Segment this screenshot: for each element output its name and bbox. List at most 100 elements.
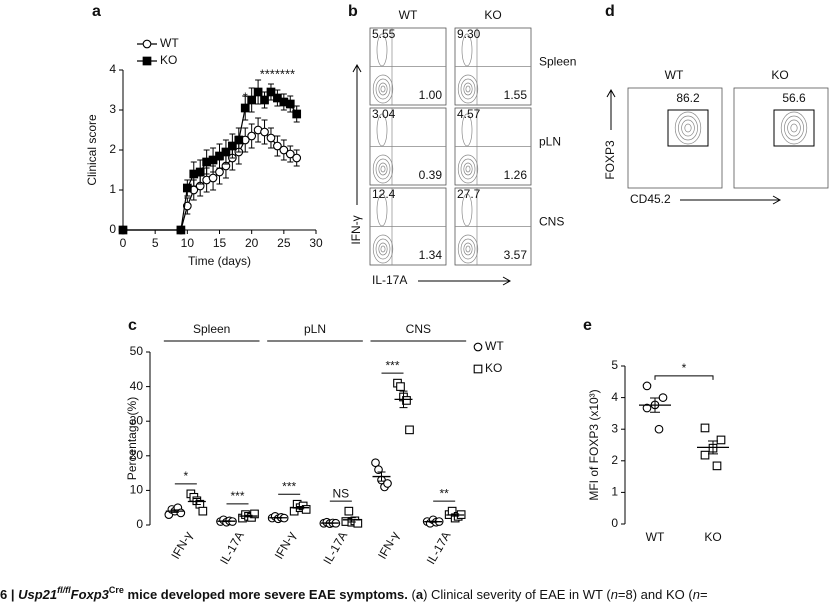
marker [260,127,269,137]
axis-arrow [680,195,782,205]
column-label: WT [665,68,684,82]
contour [457,234,479,264]
contour [463,82,473,96]
marker [292,109,302,119]
marker [260,95,269,105]
caption-text: = [700,587,708,602]
contour [375,158,391,180]
legend-marker [473,342,483,352]
legend-label: WT [160,36,179,50]
y-tick-label: 40 [130,379,144,393]
gate [667,109,709,147]
significance-label: ** [439,486,449,500]
y-tick-label: 0 [109,222,116,236]
contour [376,193,388,227]
axis-arrow [352,63,362,205]
sem-bar [274,516,283,519]
sem-bar [192,497,201,505]
contour [461,113,473,147]
significance-label: *** [282,479,296,493]
contour [463,162,473,176]
contour [465,85,471,93]
marker [285,149,295,159]
contour [372,74,394,104]
contour [674,111,702,145]
gate-value: 56.6 [782,91,806,105]
sem-bar [451,513,460,517]
y-tick-label: 0 [136,517,143,531]
x-tick-label: IL-17A [320,529,350,567]
sem-bar [347,517,356,523]
sem-bar [650,397,660,413]
row-label: CNS [539,215,564,229]
legend-marker [142,56,152,66]
contour [376,33,388,67]
marker [292,153,302,163]
significance-label: * [183,469,188,483]
contour [372,154,394,184]
legend-marker [473,364,483,374]
column-label: WT [399,8,418,22]
quadrant-value: 3.57 [504,248,528,262]
flow-plot [627,87,723,189]
gate-value: 86.2 [676,91,700,105]
sem-bar [429,520,438,523]
x-tick-label: IL-17A [424,529,454,567]
quadrant-value: 1.26 [504,168,528,182]
contour [380,165,386,173]
caption-sup: Cre [109,585,124,595]
significance-bracket [654,375,714,380]
axis-label: CD45.2 [630,192,671,206]
y-tick-label: 30 [130,413,144,427]
x-tick-label: KO [704,530,721,544]
sem-bar [170,509,179,513]
contour [684,123,692,133]
panel-label: c [128,317,137,334]
row-label: Spleen [539,55,576,69]
legend-label: KO [160,53,177,67]
marker [247,131,257,141]
marker [716,435,726,445]
caption-title: mice developed more severe EAE symptoms. [124,587,408,602]
contour [461,193,473,227]
legend-marker [142,39,152,49]
y-axis-label: MFI of FOXP3 (x10³) [587,389,601,500]
caption: 6 | Usp21fl/flFoxp3Cre mice developed mo… [0,585,708,602]
contour [790,123,798,133]
axis-label: IL-17A [372,273,407,287]
y-tick-label: 10 [130,483,144,497]
caption-gene: Foxp3 [71,587,110,602]
y-tick-label: 1 [611,485,618,499]
marker [208,173,218,183]
marker [700,450,710,460]
marker [642,381,652,391]
axis-arrow [418,276,512,286]
x-tick-label: 20 [245,236,259,250]
marker [253,87,263,97]
caption-text: n [693,587,700,602]
significance-label: * [682,361,687,375]
contour [463,242,473,256]
x-tick-label: 25 [277,236,291,250]
gate [773,109,815,147]
annotation: * [243,89,248,104]
quadrant-value: 1.55 [504,88,528,102]
x-tick-label: IFN-γ [375,529,402,561]
contour [460,78,476,100]
marker [700,423,710,433]
contour [378,162,388,176]
sem-bar [296,505,305,510]
marker [279,145,289,155]
panel-label: d [605,3,615,20]
x-tick-label: 15 [213,236,227,250]
marker [301,505,311,514]
sem-bar [708,440,718,455]
marker [405,425,414,435]
marker [642,403,652,413]
contour [378,82,388,96]
marker [234,135,244,145]
y-axis-label: Percentage (%) [125,397,139,480]
caption-text: n [611,587,618,602]
marker [273,141,282,151]
axis-arrow [606,88,616,130]
